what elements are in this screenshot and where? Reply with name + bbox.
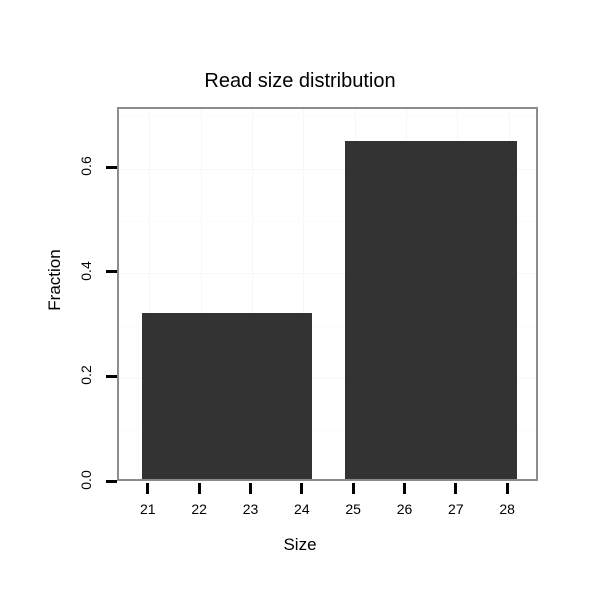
y-axis-tick-label: 0.6 — [78, 156, 94, 176]
y-axis-tick-label: 0.4 — [78, 261, 94, 281]
y-axis-tick — [106, 165, 117, 169]
x-axis-tick — [403, 483, 406, 494]
gridline-horizontal — [119, 168, 536, 170]
x-axis-tick-label: 26 — [396, 501, 413, 517]
gridline-vertical — [251, 109, 253, 479]
gridline-horizontal-minor — [119, 116, 536, 118]
x-axis-tick-label: 28 — [499, 501, 515, 517]
x-axis-tick-label: 22 — [191, 501, 207, 517]
x-axis-tick-label: 21 — [140, 501, 156, 517]
x-axis-tick — [300, 483, 304, 494]
x-axis-tick — [197, 483, 201, 494]
gridline-vertical — [303, 109, 305, 479]
x-axis-label: Size — [283, 535, 317, 554]
gridline-horizontal — [119, 377, 536, 379]
bar — [344, 141, 517, 479]
x-axis-tick — [454, 483, 458, 494]
chart-title: Read size distribution — [204, 70, 396, 92]
x-axis-tick-label: 25 — [345, 501, 361, 517]
gridline-horizontal-minor — [119, 325, 536, 327]
x-axis-tick — [146, 483, 150, 494]
plot-inner — [119, 109, 536, 479]
x-axis-tick — [248, 483, 252, 494]
x-axis-tick-label: 27 — [448, 501, 464, 517]
x-axis-tick — [505, 483, 509, 494]
y-axis-tick — [106, 479, 117, 483]
gridline-horizontal-minor — [119, 430, 536, 432]
y-axis-tick — [106, 374, 117, 378]
bar — [142, 313, 312, 479]
gridline-horizontal-minor — [119, 220, 536, 222]
plot-panel — [117, 107, 538, 481]
gridline-vertical — [200, 109, 202, 479]
y-axis-label: Fraction — [45, 249, 64, 311]
x-axis-tick-label: 23 — [242, 501, 259, 517]
gridline-horizontal — [119, 273, 536, 275]
x-axis-tick-label: 24 — [294, 501, 310, 517]
gridline-vertical — [149, 109, 151, 479]
y-axis-tick — [106, 270, 117, 274]
x-axis-tick — [351, 483, 355, 494]
y-axis-tick-label: 0.2 — [78, 365, 94, 386]
y-axis-tick-label: 0.0 — [78, 470, 94, 490]
